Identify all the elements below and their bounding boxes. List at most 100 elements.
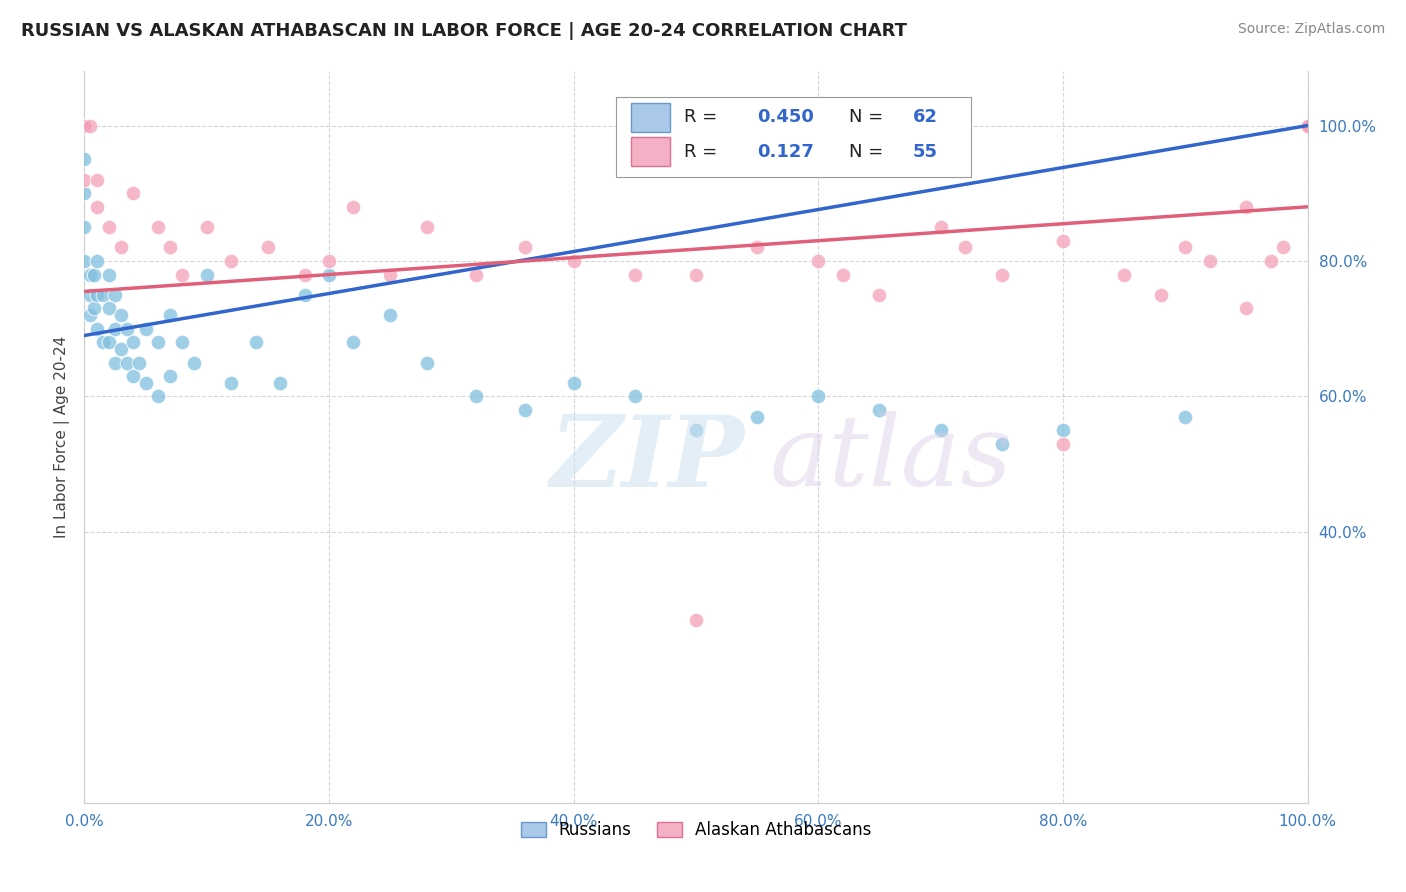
Point <box>1052 234 1074 248</box>
Text: 0.450: 0.450 <box>758 109 814 127</box>
Point <box>172 268 194 282</box>
Point <box>183 355 205 369</box>
Text: ZIP: ZIP <box>550 411 744 508</box>
Point <box>294 268 316 282</box>
Point <box>104 288 127 302</box>
Point <box>807 389 830 403</box>
Point <box>624 389 647 403</box>
Point <box>110 342 132 356</box>
Text: 55: 55 <box>912 143 938 161</box>
Point <box>219 254 242 268</box>
Point <box>1296 119 1319 133</box>
Point <box>73 119 96 133</box>
Point <box>1114 268 1136 282</box>
Point <box>73 119 96 133</box>
Point <box>73 119 96 133</box>
Point <box>115 355 138 369</box>
Point <box>1296 119 1319 133</box>
Point <box>86 322 108 336</box>
Point <box>86 200 108 214</box>
Point <box>513 240 536 254</box>
Point <box>929 220 952 235</box>
Point <box>73 119 96 133</box>
Point <box>73 119 96 133</box>
Point <box>79 288 101 302</box>
Point <box>73 119 96 133</box>
Point <box>1296 119 1319 133</box>
Point <box>685 423 707 437</box>
Point <box>146 389 169 403</box>
Point <box>110 240 132 254</box>
Point <box>73 220 96 235</box>
Text: atlas: atlas <box>769 411 1012 507</box>
Point <box>83 268 105 282</box>
Point <box>1174 240 1197 254</box>
Point <box>294 288 316 302</box>
Point <box>269 376 291 390</box>
Bar <box>631 137 671 167</box>
Point <box>416 355 439 369</box>
Text: N =: N = <box>849 109 889 127</box>
Point <box>91 335 114 350</box>
Point <box>991 268 1014 282</box>
Point <box>869 288 891 302</box>
Point <box>685 268 707 282</box>
Point <box>245 335 267 350</box>
Point <box>135 376 157 390</box>
Point <box>104 355 127 369</box>
Point <box>86 288 108 302</box>
Text: R =: R = <box>683 109 723 127</box>
Point <box>624 268 647 282</box>
Point <box>1052 437 1074 451</box>
Point <box>97 301 120 316</box>
Point <box>122 186 145 201</box>
Point <box>513 403 536 417</box>
Point <box>79 268 101 282</box>
Point <box>159 369 181 384</box>
Point <box>122 369 145 384</box>
Point <box>97 220 120 235</box>
Point <box>73 119 96 133</box>
Point <box>195 220 218 235</box>
Text: 62: 62 <box>912 109 938 127</box>
Point <box>219 376 242 390</box>
Point <box>747 240 769 254</box>
Point <box>73 172 96 186</box>
Point <box>110 308 132 322</box>
Point <box>747 409 769 424</box>
Point <box>1236 301 1258 316</box>
Point <box>86 254 108 268</box>
Point <box>953 240 976 254</box>
Legend: Russians, Alaskan Athabascans: Russians, Alaskan Athabascans <box>513 814 879 846</box>
Point <box>342 335 364 350</box>
Point <box>1296 119 1319 133</box>
Point <box>1296 119 1319 133</box>
Point <box>318 268 340 282</box>
Point <box>73 186 96 201</box>
Point <box>831 268 853 282</box>
Point <box>97 268 120 282</box>
Point <box>562 254 585 268</box>
Point <box>380 308 402 322</box>
Point <box>1174 409 1197 424</box>
Point <box>97 335 120 350</box>
Point <box>195 268 218 282</box>
Point <box>1052 423 1074 437</box>
Point <box>416 220 439 235</box>
Point <box>685 613 707 627</box>
Point <box>318 254 340 268</box>
Point <box>172 335 194 350</box>
Y-axis label: In Labor Force | Age 20-24: In Labor Force | Age 20-24 <box>55 336 70 538</box>
Point <box>79 119 101 133</box>
Text: R =: R = <box>683 143 723 161</box>
Point <box>73 119 96 133</box>
Point <box>128 355 150 369</box>
Point <box>73 254 96 268</box>
Point <box>1198 254 1220 268</box>
Text: Source: ZipAtlas.com: Source: ZipAtlas.com <box>1237 22 1385 37</box>
Point <box>1296 119 1319 133</box>
Bar <box>631 103 671 132</box>
Point <box>562 376 585 390</box>
Point <box>380 268 402 282</box>
Point <box>1236 200 1258 214</box>
